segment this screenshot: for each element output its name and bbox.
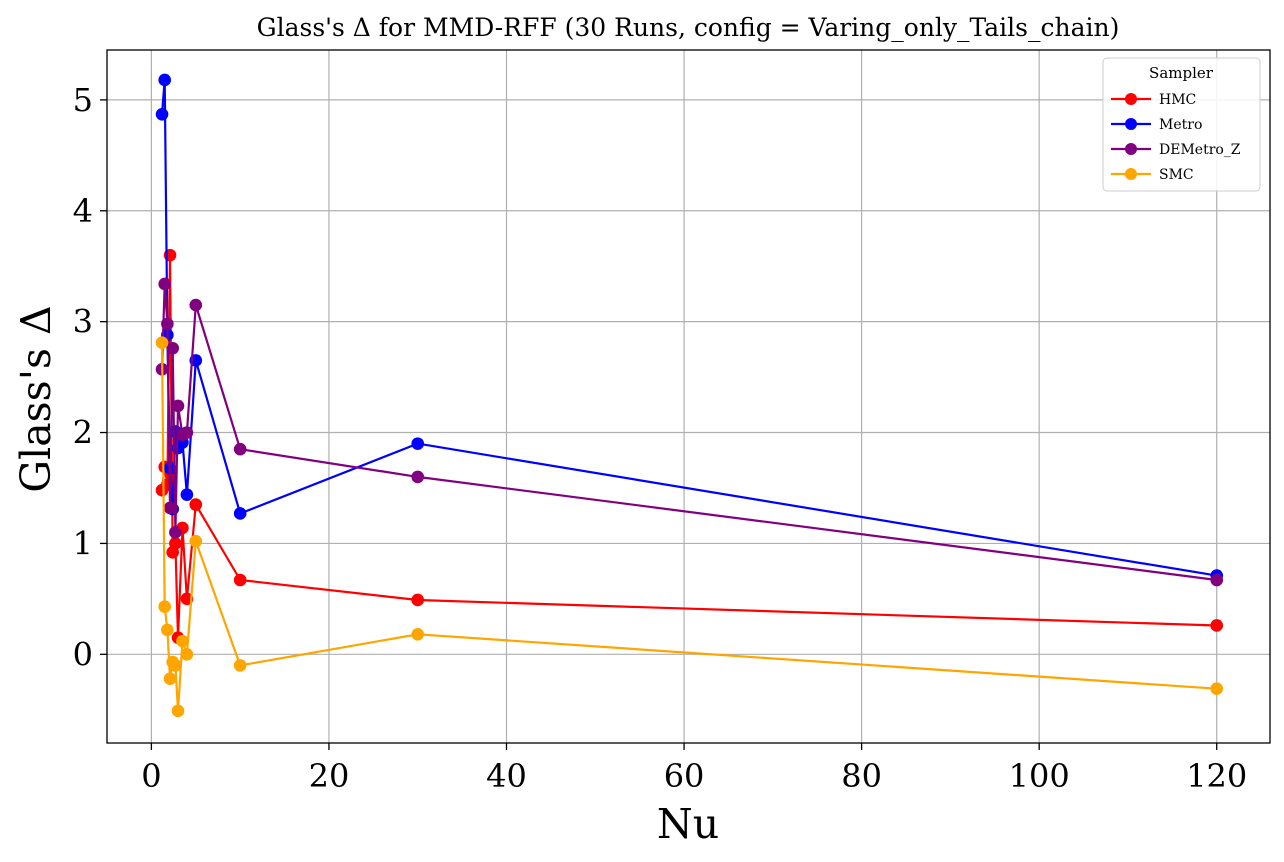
legend-item-demetro-z: DEMetro_Z <box>1111 142 1241 158</box>
y-axis-label: Glass's Δ <box>12 305 60 492</box>
series-line-hmc <box>160 254 1217 639</box>
series-group <box>155 73 1224 718</box>
legend-title: Sampler <box>1149 64 1214 82</box>
legend: Sampler HMC Metro DEMetro_Z SMC <box>1102 57 1261 192</box>
data-point-smc <box>158 600 172 613</box>
data-point-demetro-z <box>180 426 194 439</box>
x-tick-label: 40 <box>486 757 527 795</box>
x-tick-label: 100 <box>1009 757 1070 795</box>
data-point-smc <box>1210 682 1224 695</box>
data-point-smc <box>163 672 177 685</box>
data-point-metro <box>233 507 247 520</box>
x-tick-label: 120 <box>1186 757 1247 795</box>
plot-area-frame <box>106 49 1271 744</box>
data-point-demetro-z <box>166 341 179 355</box>
x-tick-label: 80 <box>841 757 882 795</box>
data-point-metro <box>155 108 169 121</box>
legend-marker-hmc <box>1125 93 1137 105</box>
legend-items: HMC Metro DEMetro_Z SMC <box>1111 92 1241 183</box>
data-point-smc <box>411 628 425 641</box>
data-point-hmc <box>411 593 425 607</box>
data-point-demetro-z <box>161 317 174 331</box>
legend-marker-demetro-z <box>1125 143 1137 155</box>
y-tick-label: 5 <box>73 81 93 119</box>
y-tick-label: 1 <box>73 524 93 562</box>
data-point-hmc <box>169 537 182 550</box>
data-point-metro <box>158 73 172 87</box>
y-tick-label: 0 <box>73 635 93 673</box>
data-point-smc <box>233 659 247 672</box>
data-point-demetro-z <box>163 501 177 515</box>
y-tick-label: 2 <box>73 414 93 452</box>
x-tick-label: 0 <box>141 757 161 795</box>
data-point-smc <box>176 634 189 648</box>
legend-label-hmc: HMC <box>1159 92 1196 108</box>
data-point-demetro-z <box>233 442 247 456</box>
data-point-metro <box>180 488 194 501</box>
data-point-hmc <box>1210 619 1224 632</box>
x-tick-label: 60 <box>664 757 705 795</box>
data-point-demetro-z <box>158 277 172 291</box>
series-smc <box>155 336 1224 718</box>
axis-ticks: 0 20 40 60 80 100 120 0 1 2 3 4 5 <box>73 81 1248 795</box>
data-point-hmc <box>233 573 247 587</box>
y-tick-label: 3 <box>73 303 93 341</box>
y-tick-label: 4 <box>73 192 93 230</box>
data-point-smc <box>155 336 169 350</box>
legend-item-smc: SMC <box>1111 167 1194 183</box>
grid <box>107 50 1270 743</box>
data-point-smc <box>169 659 182 672</box>
data-point-demetro-z <box>169 526 182 539</box>
data-point-hmc <box>189 498 203 511</box>
x-axis-label: Nu <box>657 800 719 848</box>
data-point-demetro-z <box>171 399 185 413</box>
data-point-demetro-z <box>1210 573 1224 587</box>
legend-label-smc: SMC <box>1159 167 1194 183</box>
data-point-smc <box>180 647 194 661</box>
legend-marker-metro <box>1125 118 1137 130</box>
data-point-smc <box>161 623 174 637</box>
series-hmc <box>155 248 1224 644</box>
data-point-demetro-z <box>189 298 203 312</box>
series-line-metro <box>160 78 1217 577</box>
legend-item-hmc: HMC <box>1111 92 1196 108</box>
x-tick-label: 20 <box>309 757 350 795</box>
data-point-metro <box>411 437 425 450</box>
series-metro <box>155 73 1224 582</box>
data-point-demetro-z <box>411 470 425 484</box>
legend-box <box>1102 57 1261 192</box>
legend-marker-smc <box>1125 168 1137 180</box>
legend-label-demetro-z: DEMetro_Z <box>1159 142 1241 158</box>
data-point-smc <box>171 704 185 718</box>
series-line-smc <box>160 342 1217 712</box>
chart-title: Glass's Δ for MMD-RFF (30 Runs, config =… <box>257 13 1120 42</box>
legend-item-metro: Metro <box>1111 117 1202 133</box>
legend-label-metro: Metro <box>1159 117 1202 133</box>
series-demetro-z <box>155 277 1224 587</box>
data-point-smc <box>189 534 203 548</box>
